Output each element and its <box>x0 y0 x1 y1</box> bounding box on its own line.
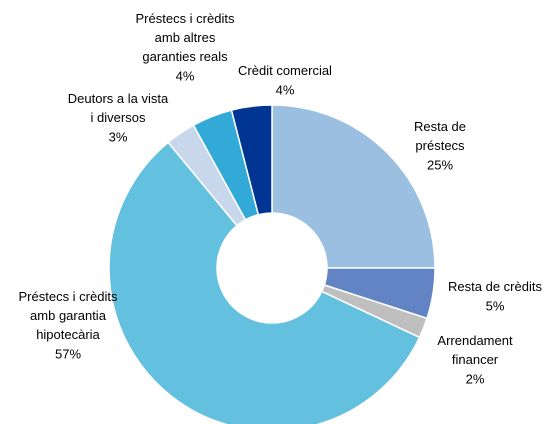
label-line: préstecs <box>415 138 465 153</box>
value-label: 4% <box>276 82 295 97</box>
label-line: hipotecària <box>36 327 100 342</box>
segment-label: Préstecs i crèdits amb altres garanties re… <box>136 11 235 64</box>
segment-label: Arrendament financer <box>437 333 513 367</box>
label-line: Crèdit comercial <box>238 63 332 78</box>
donut-segment <box>108 141 421 424</box>
label-line: Arrendament <box>437 333 513 348</box>
value-label: 5% <box>486 298 505 313</box>
value-label: 25% <box>427 157 453 172</box>
value-label: 57% <box>55 346 81 361</box>
donut-segment <box>230 104 273 216</box>
value-label: 2% <box>466 371 485 386</box>
value-label: 4% <box>176 68 195 83</box>
label-line: Deutors a la vista <box>68 91 169 106</box>
label-line: Resta de crèdits <box>448 279 542 294</box>
label-line: Préstecs i crèdits <box>19 289 118 304</box>
segment-label: Resta de crèdits <box>448 279 542 294</box>
label-line: Resta de <box>414 119 466 134</box>
label-line: amb altres <box>155 30 216 45</box>
label-line: Préstecs i crèdits <box>136 11 235 26</box>
label-line: i diversos <box>91 110 146 125</box>
label-line: amb garantia <box>30 308 107 323</box>
donut-segment <box>271 104 436 269</box>
label-line: financer <box>452 352 499 367</box>
segment-label: Crèdit comercial <box>238 63 332 78</box>
label-line: garanties reals <box>142 49 228 64</box>
segment-label: Deutors a la vista i diversos <box>68 91 169 125</box>
segment-label: Resta de préstecs <box>414 119 466 153</box>
value-label: 3% <box>109 129 128 144</box>
segment-label: Préstecs i crèdits amb garantia hipotecàri… <box>19 289 118 342</box>
